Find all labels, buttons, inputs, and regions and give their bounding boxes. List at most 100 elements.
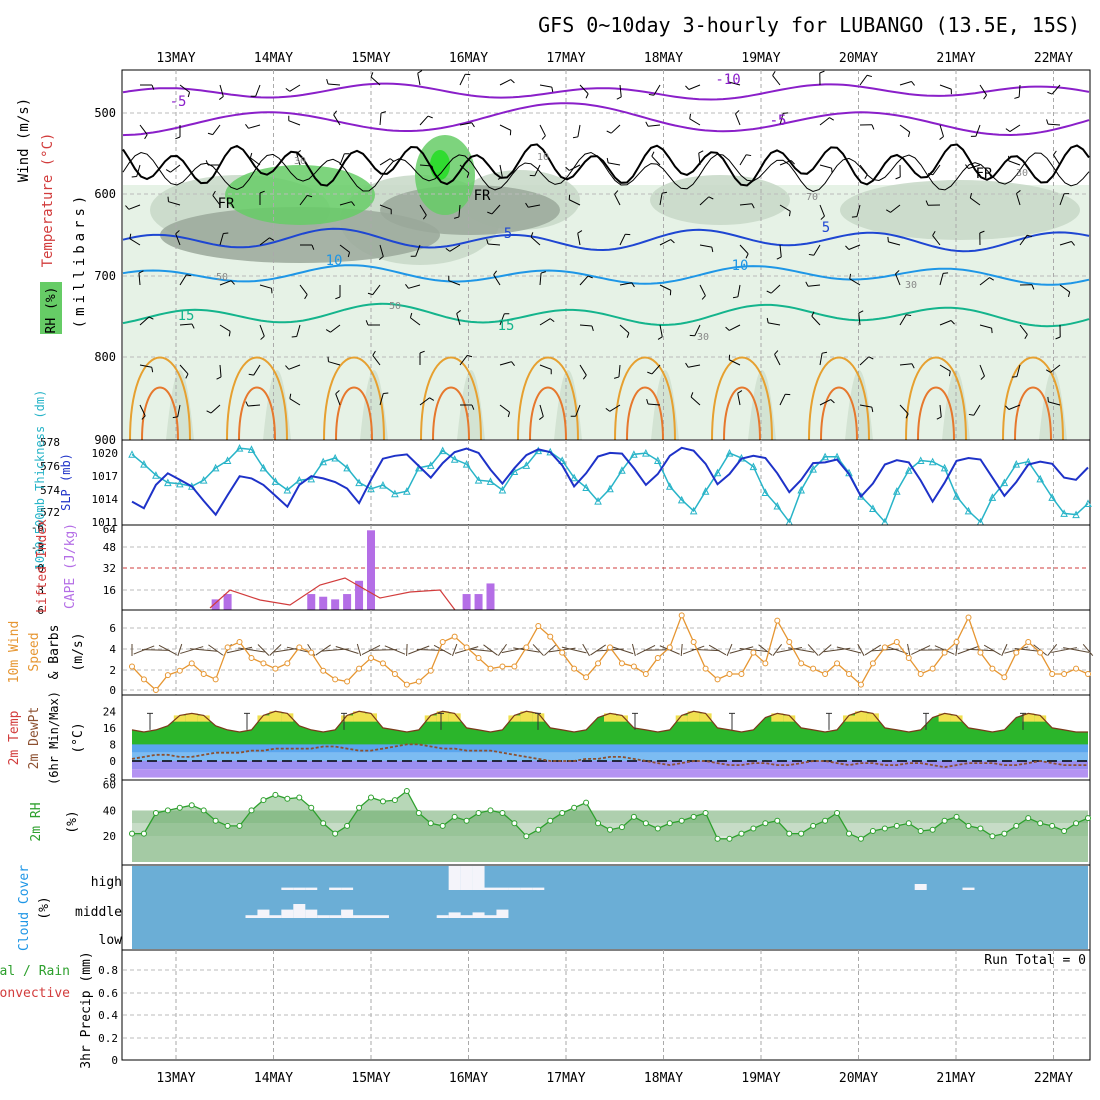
- dewpoint-line: [131, 743, 1088, 769]
- rh-shading-tongue: [263, 370, 291, 440]
- wind-barb-flag: [186, 274, 192, 277]
- wind-barb: [653, 84, 661, 96]
- cape-tick-label: 16: [103, 584, 116, 597]
- wind10-barb: [836, 646, 862, 654]
- rh2m-point: [559, 809, 566, 816]
- wind10-speed-point: [391, 671, 398, 677]
- wind-barb: [859, 74, 868, 86]
- cloud-cell: [329, 915, 342, 918]
- temp2m-label-3: (6hr Min/Max): [47, 691, 61, 785]
- temp2m-tick-label: 24: [103, 705, 117, 718]
- thickness-point: [1084, 499, 1092, 508]
- cape-tick-label: 32: [103, 562, 116, 575]
- contour-label: -5: [770, 113, 787, 129]
- wind-barb: [493, 274, 501, 286]
- thickness-point: [725, 448, 734, 457]
- date-label-bottom: 21MAY: [936, 1071, 975, 1086]
- wind-barb: [339, 153, 345, 166]
- wind-barb-flag: [701, 295, 706, 300]
- temp2m-peak: [508, 715, 521, 722]
- wind-barb: [219, 324, 231, 332]
- cloud-cell: [448, 866, 461, 890]
- wind-barb: [379, 393, 384, 406]
- wind10-barb: [501, 646, 528, 654]
- wind-barb-flag: [868, 356, 874, 360]
- wind-barb-flag: [487, 211, 493, 215]
- rh2m-point: [750, 825, 757, 832]
- wind10-speed-point: [750, 649, 757, 656]
- rh2m-band: [132, 782, 1088, 811]
- temperature-contours: [122, 82, 1090, 441]
- wind-barb-flag: [419, 350, 425, 354]
- cloud-cell: [496, 887, 509, 890]
- wind-barb: [975, 124, 981, 137]
- thickness-point: [522, 461, 531, 469]
- wind-barb-flag: [285, 87, 291, 92]
- contour-label: 5: [822, 220, 830, 236]
- wind10-barb: [315, 644, 331, 656]
- temp2m-tick-label: 0: [109, 755, 116, 768]
- wind10-speed-point: [308, 649, 315, 656]
- wind-barb-flag: [380, 111, 386, 114]
- wind-barb: [296, 153, 301, 166]
- wind-barb-flag: [138, 270, 144, 274]
- wind10-speed-point: [487, 665, 494, 672]
- wind10-label-2: Speed: [27, 632, 42, 671]
- wind-barb: [859, 356, 870, 366]
- wind-barb: [737, 284, 741, 297]
- rh2m-point: [1073, 820, 1080, 827]
- cloud-background: [132, 866, 1088, 949]
- wind-barb-flag: [185, 373, 189, 379]
- thickness-point: [152, 471, 160, 479]
- thickness-point: [797, 485, 806, 494]
- thickness-point: [653, 456, 662, 464]
- cape-bar: [211, 599, 220, 610]
- date-label-top: 20MAY: [839, 51, 878, 66]
- rh2m-bands: [132, 782, 1088, 862]
- thickness-point: [331, 453, 339, 462]
- contour-label: -5: [170, 94, 187, 110]
- wind-barb: [888, 241, 901, 246]
- wind-barb-flag: [808, 253, 814, 256]
- thickness-point: [426, 461, 435, 469]
- thickness-point: [821, 452, 829, 461]
- rh2m-point: [368, 794, 374, 801]
- wind10-speed-point: [846, 671, 852, 677]
- thickness-point: [904, 466, 913, 474]
- rh2m-point: [236, 822, 243, 829]
- rh2m-point: [822, 817, 829, 824]
- thickness-point: [1012, 460, 1021, 468]
- thickness-point: [283, 485, 292, 494]
- thickness-point: [916, 456, 925, 464]
- contour-label: 30: [294, 156, 306, 167]
- wind-barb-flag: [932, 230, 936, 236]
- contour-label: 30: [905, 280, 917, 291]
- rh2m-point: [320, 820, 327, 827]
- wind-barb-flag: [187, 92, 191, 98]
- wind-barb: [179, 84, 190, 93]
- contour-label: FR: [474, 188, 491, 204]
- cape-tick-label: 64: [103, 523, 117, 536]
- rh2m-band: [132, 810, 1088, 824]
- wind-barb: [819, 117, 830, 126]
- wind-barb: [379, 204, 392, 210]
- wind-barb: [212, 124, 221, 135]
- rh2m-point: [451, 813, 458, 820]
- wind-barb-flag: [614, 376, 620, 379]
- wind-barb-flag: [851, 216, 857, 218]
- thickness-point: [773, 501, 782, 510]
- wind-barb-flag: [269, 237, 275, 241]
- temp2m-ticks: 24 16 8 0 -8: [103, 705, 117, 784]
- wind-barb: [808, 284, 821, 287]
- rh2m-point: [595, 820, 602, 827]
- slp-axis-label: SLP (mb): [59, 453, 73, 511]
- temp2m-unit: (°C): [71, 722, 86, 753]
- wind10-barb: [257, 644, 270, 656]
- wind-barb: [288, 364, 301, 370]
- wind-barb: [139, 316, 150, 326]
- temp-band: [132, 761, 1088, 770]
- wind-barb-flag: [530, 232, 534, 238]
- wind-barb-flag: [325, 329, 331, 333]
- upper-wind-label: Wind (m/s): [16, 98, 32, 182]
- wind-barb: [1009, 124, 1021, 132]
